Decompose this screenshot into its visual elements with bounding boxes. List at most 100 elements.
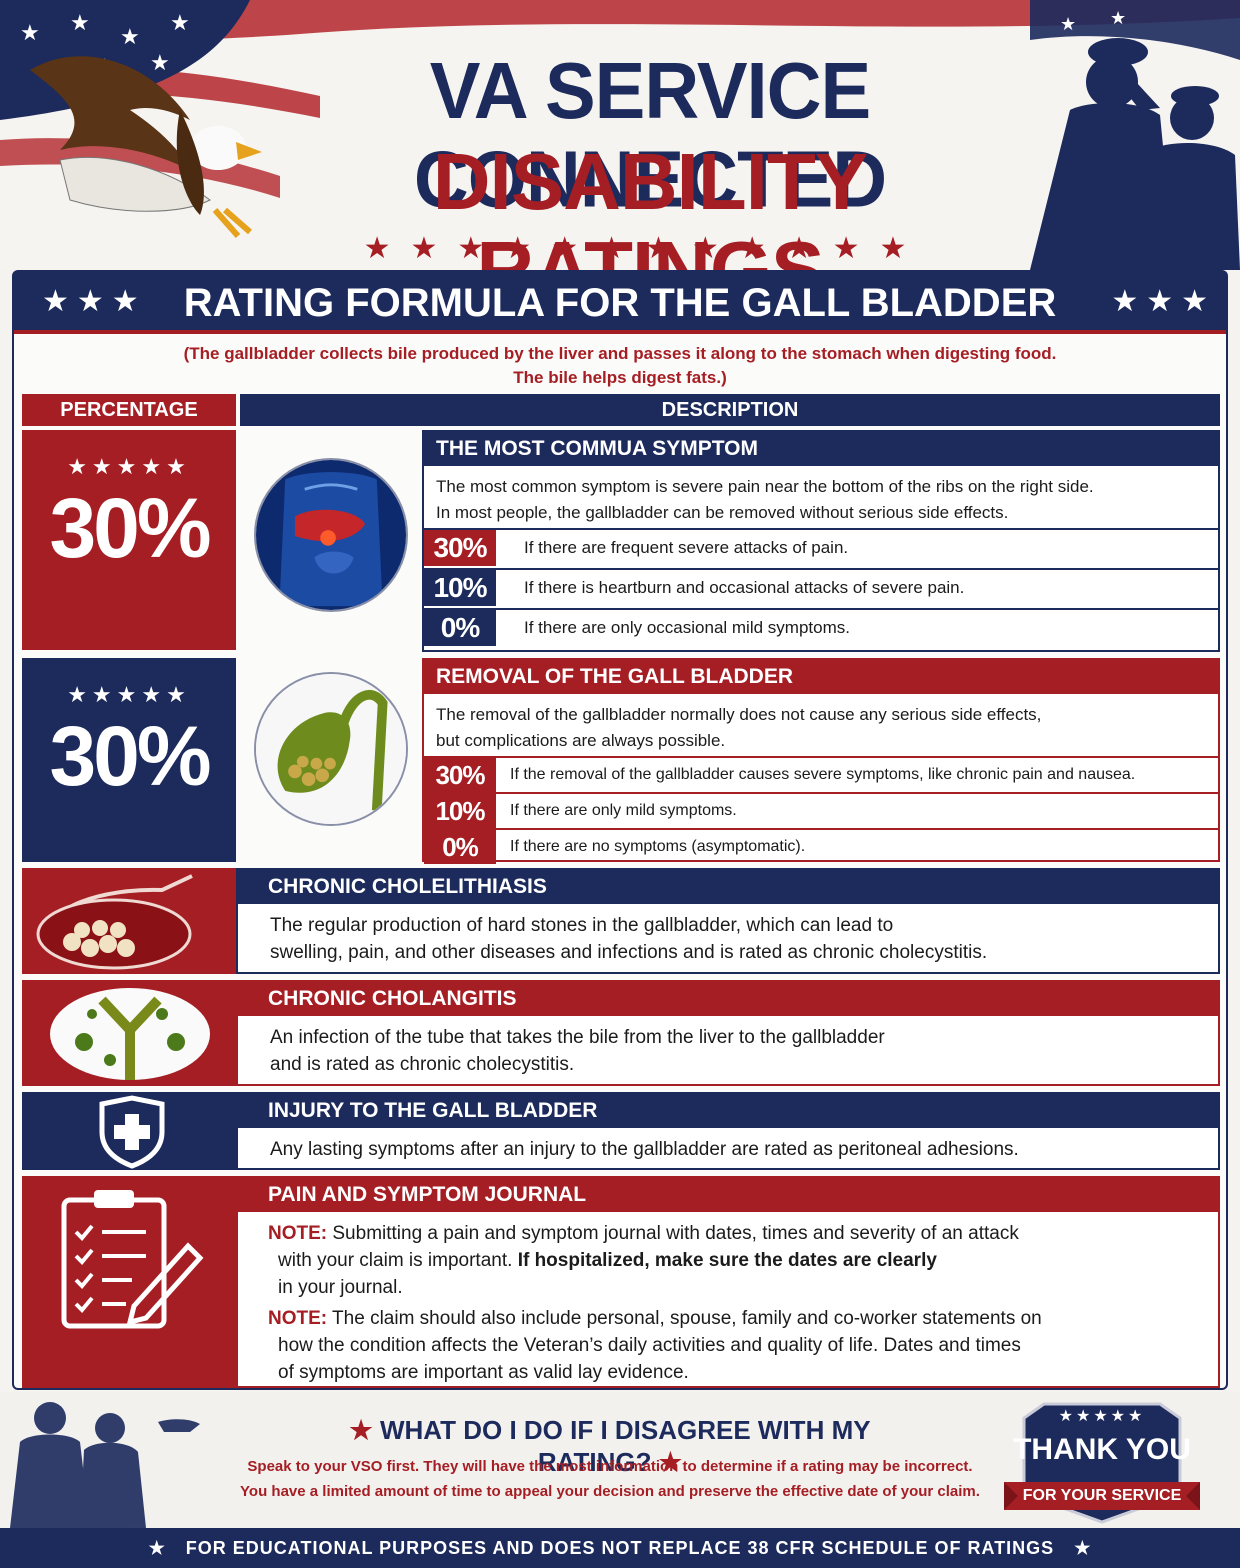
section1-text-line-1: The most common symptom is severe pain n… xyxy=(436,477,1094,496)
rating-percent: 30% xyxy=(424,758,496,792)
note1-text-2: with your claim is important. xyxy=(278,1250,518,1271)
title-line-1: VA SERVICE CONNECTED xyxy=(413,46,887,225)
note-label: NOTE: xyxy=(268,1308,328,1329)
svg-text:★: ★ xyxy=(20,20,40,45)
svg-text:★: ★ xyxy=(1110,8,1126,28)
section1-text: The most common symptom is severe pain n… xyxy=(424,466,1218,526)
cholelithiasis-text: The regular production of hard stones in… xyxy=(238,904,1218,966)
cholangitis-description: CHRONIC CHOLANGITIS An infection of the … xyxy=(236,980,1220,1086)
rating-percent: 10% xyxy=(424,570,496,606)
section1-image-cell xyxy=(240,430,420,650)
injury-title: INJURY TO THE GALL BLADDER xyxy=(238,1094,1218,1128)
svg-text:★: ★ xyxy=(120,24,140,49)
svg-text:★: ★ xyxy=(70,10,90,35)
section1-stars: ★★★★★ xyxy=(67,454,191,479)
intro-line-1: (The gallbladder collects bile produced … xyxy=(183,344,1057,363)
thank-you-badge: ★★★★★ THANK YOU FOR YOUR SERVICE xyxy=(1004,1398,1200,1524)
section2-rating-row: 30% If the removal of the gallbladder ca… xyxy=(424,756,1218,792)
note1-bold: If hospitalized, make sure the dates are… xyxy=(517,1250,937,1271)
rating-percent: 10% xyxy=(424,794,496,828)
rating-text: If there are only mild symptoms. xyxy=(510,802,737,819)
rating-percent: 0% xyxy=(424,610,496,646)
badge-for-your-service: FOR YOUR SERVICE xyxy=(1022,1487,1182,1504)
disagree-answer: Speak to your VSO first. They will have … xyxy=(230,1454,990,1504)
cholangitis-text: An infection of the tube that takes the … xyxy=(238,1016,1218,1078)
journal-title: PAIN AND SYMPTOM JOURNAL xyxy=(238,1178,1218,1212)
disagree-question: ★ WHAT DO I DO IF I DISAGREE WITH MY RAT… xyxy=(300,1414,920,1478)
section2-text-line-1: The removal of the gallbladder normally … xyxy=(436,705,1042,724)
column-header-percentage: PERCENTAGE xyxy=(22,394,236,426)
rating-text: If there are no symptoms (asymptomatic). xyxy=(510,838,806,855)
note1-text: Submitting a pain and symptom journal wi… xyxy=(327,1223,1019,1244)
section1-rating-row: 0% If there are only occasional mild sym… xyxy=(424,608,1218,646)
rating-text: If the removal of the gallbladder causes… xyxy=(510,766,1136,783)
star-icon: ★ xyxy=(658,1447,683,1477)
note-label: NOTE: xyxy=(268,1223,328,1244)
footer: ★ WHAT DO I DO IF I DISAGREE WITH MY RAT… xyxy=(0,1392,1240,1568)
section2-rating-row: 10% If there are only mild symptoms. xyxy=(424,792,1218,828)
answer-line-2: You have a limited amount of time to app… xyxy=(240,1483,980,1500)
answer-line-1: Speak to your VSO first. They will have … xyxy=(247,1458,973,1475)
gallbladder-icon xyxy=(254,672,408,826)
disclaimer-bar: ★ FOR EDUCATIONAL PURPOSES AND DOES NOT … xyxy=(0,1528,1240,1568)
banner-title: RATING FORMULA FOR THE GALL BLADDER xyxy=(183,281,1057,325)
star-icon: ★ xyxy=(148,1538,166,1558)
section1-text-line-2: In most people, the gallbladder can be r… xyxy=(436,503,1009,522)
cholangitis-text-line-2: and is rated as chronic cholecystitis. xyxy=(270,1054,575,1075)
liver-anatomy-icon xyxy=(254,458,408,612)
note2-text-2: how the condition affects the Veteran’s … xyxy=(278,1335,1021,1356)
shield-medical-cross-icon xyxy=(99,1095,165,1169)
badge-stars: ★★★★★ xyxy=(1058,1408,1146,1425)
cholelithiasis-text-line-1: The regular production of hard stones in… xyxy=(270,915,894,936)
rating-text: If there are frequent severe attacks of … xyxy=(524,538,849,557)
flag-background: ★★★ ★★★ ★★★ xyxy=(0,0,1240,270)
section2-image-cell xyxy=(240,658,420,862)
title-line-2: DISABILITY RATINGS xyxy=(432,137,868,271)
cholelithiasis-description: CHRONIC CHOLELITHIASIS The regular produ… xyxy=(236,868,1220,974)
disclaimer-text: FOR EDUCATIONAL PURPOSES AND DOES NOT RE… xyxy=(185,1538,1055,1558)
star-icon: ★ xyxy=(1074,1538,1092,1558)
note1-text-3: in your journal. xyxy=(278,1277,403,1298)
rating-percent: 0% xyxy=(424,830,496,864)
journal-note-2: NOTE: The claim should also include pers… xyxy=(268,1305,1206,1386)
banner-stars-right: ★★★ xyxy=(1111,285,1216,318)
journal-notes: NOTE: Submitting a pain and symptom jour… xyxy=(238,1212,1218,1386)
journal-description: PAIN AND SYMPTOM JOURNAL NOTE: Submittin… xyxy=(236,1176,1220,1388)
section2-title: REMOVAL OF THE GALL BLADDER xyxy=(424,660,1218,694)
section1-description: THE MOST COMMUA SYMPTOM The most common … xyxy=(422,430,1220,652)
intro-text: (The gallbladder collects bile produced … xyxy=(54,342,1186,390)
section1-percent-box: ★★★★★ 30% xyxy=(22,430,236,650)
injury-text: Any lasting symptoms after an injury to … xyxy=(270,1139,1019,1160)
header: ★★★ ★★★ ★★★ VA SERVICE CONNECTED DISABIL… xyxy=(0,0,1240,270)
note2-text-3: of symptoms are important as valid lay e… xyxy=(278,1362,689,1383)
cholangitis-title: CHRONIC CHOLANGITIS xyxy=(238,982,1218,1016)
banner: ★★★ RATING FORMULA FOR THE GALL BLADDER … xyxy=(14,272,1226,334)
journal-note-1: NOTE: Submitting a pain and symptom jour… xyxy=(268,1220,1206,1301)
section2-description: REMOVAL OF THE GALL BLADDER The removal … xyxy=(422,658,1220,864)
cholelithiasis-icon-box xyxy=(22,868,236,974)
rating-text: If there are only occasional mild sympto… xyxy=(524,618,850,637)
rating-percent: 30% xyxy=(424,530,496,566)
badge-thank-you: THANK YOU xyxy=(1013,1433,1191,1466)
section1-rating-row: 10% If there is heartburn and occasional… xyxy=(424,568,1218,606)
injury-icon-box xyxy=(22,1092,236,1170)
svg-text:★: ★ xyxy=(170,10,190,35)
title-stars: ★★★★★★★★★★★★ xyxy=(363,232,927,265)
section1-title: THE MOST COMMUA SYMPTOM xyxy=(424,432,1218,466)
intro-line-2: The bile helps digest fats.) xyxy=(513,368,727,387)
cholelithiasis-text-line-2: swelling, pain, and other diseases and i… xyxy=(270,942,988,963)
clipboard-checklist-icon xyxy=(61,1190,204,1329)
soldiers-silhouette-icon xyxy=(10,1402,200,1528)
section2-stars: ★★★★★ xyxy=(67,682,191,707)
cholelithiasis-title: CHRONIC CHOLELITHIASIS xyxy=(238,870,1218,904)
section2-rating-row: 0% If there are no symptoms (asymptomati… xyxy=(424,828,1218,864)
section1-rating-row: 30% If there are frequent severe attacks… xyxy=(424,528,1218,566)
eagle-icon xyxy=(30,56,262,238)
section1-percent: 30% xyxy=(49,481,211,575)
svg-text:★: ★ xyxy=(150,50,170,75)
rating-card: ★★★ RATING FORMULA FOR THE GALL BLADDER … xyxy=(12,270,1228,1390)
section2-text: The removal of the gallbladder normally … xyxy=(424,694,1218,754)
cholangitis-icon-box xyxy=(22,980,236,1086)
gallstones-icon xyxy=(36,874,193,970)
banner-stars-left: ★★★ xyxy=(42,285,147,318)
